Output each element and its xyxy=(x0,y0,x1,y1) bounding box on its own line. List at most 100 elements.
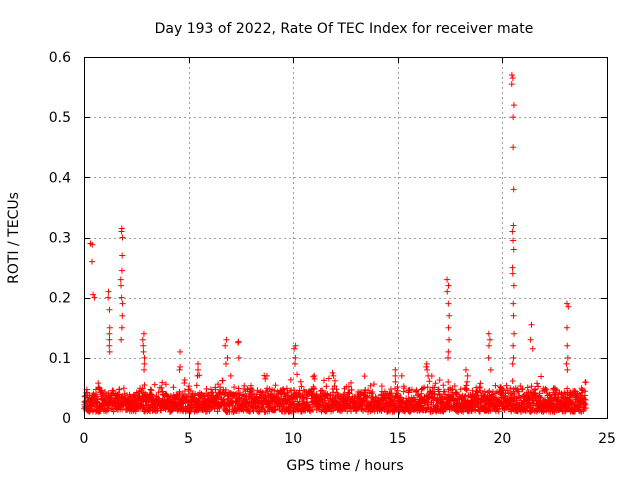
data-point xyxy=(298,383,305,390)
peak-point xyxy=(508,72,515,79)
peak-point xyxy=(91,294,98,301)
peak-point xyxy=(564,354,571,361)
y-axis-label: ROTI / TECUs xyxy=(6,192,22,284)
peak-point xyxy=(485,330,492,337)
data-point xyxy=(495,408,502,415)
peak-point xyxy=(292,354,299,361)
data-point xyxy=(503,382,510,389)
data-point xyxy=(345,394,352,401)
peak-point xyxy=(392,378,399,385)
peak-point xyxy=(510,222,517,229)
peak-point xyxy=(510,237,517,244)
peak-point xyxy=(423,363,430,370)
peak-point xyxy=(222,342,229,349)
data-point xyxy=(413,387,420,394)
data-point xyxy=(476,383,483,390)
peak-point xyxy=(140,330,147,337)
peak-point xyxy=(223,336,230,343)
data-point xyxy=(155,389,162,396)
peak-point xyxy=(141,360,148,367)
peak-point xyxy=(140,342,147,349)
peak-point xyxy=(509,264,516,271)
x-tick-label: 10 xyxy=(284,431,302,447)
data-point xyxy=(297,378,304,385)
x-axis-label: GPS time / hours xyxy=(286,458,403,474)
peak-point xyxy=(330,372,337,379)
peak-point xyxy=(564,342,571,349)
data-point xyxy=(495,396,502,403)
x-tick-label: 25 xyxy=(598,431,616,447)
data-point xyxy=(181,388,188,395)
peak-point xyxy=(446,312,453,319)
peak-point xyxy=(444,276,451,283)
peak-point xyxy=(464,378,471,385)
y-tick-label: 0.5 xyxy=(49,110,71,126)
peak-point xyxy=(118,324,125,331)
y-tick-label: 0.2 xyxy=(49,291,71,307)
peak-point xyxy=(263,372,270,379)
data-point xyxy=(153,408,160,415)
data-point xyxy=(451,383,458,390)
peak-point xyxy=(118,282,125,289)
data-point xyxy=(378,383,385,390)
peak-point xyxy=(445,348,452,355)
data-point xyxy=(332,377,339,384)
peak-point xyxy=(139,336,146,343)
data-point xyxy=(194,408,201,415)
peak-point xyxy=(563,360,570,367)
data-point xyxy=(370,381,377,388)
peak-point xyxy=(464,372,471,379)
data-point xyxy=(281,398,288,405)
peak-point xyxy=(291,360,298,367)
data-point xyxy=(333,386,340,393)
peak-point xyxy=(106,342,113,349)
data-point xyxy=(227,372,234,379)
peak-point xyxy=(424,366,431,373)
data-point xyxy=(346,390,353,397)
data-point xyxy=(436,376,443,383)
data-point xyxy=(254,387,261,394)
data-point xyxy=(98,387,105,394)
data-point xyxy=(535,383,542,390)
data-point xyxy=(431,384,438,391)
data-point xyxy=(141,382,148,389)
peak-point xyxy=(224,354,231,361)
data-point xyxy=(369,389,376,396)
data-point xyxy=(187,387,194,394)
data-point xyxy=(477,408,484,415)
x-tick-label: 15 xyxy=(389,431,407,447)
data-point xyxy=(361,373,368,380)
data-point xyxy=(323,383,330,390)
peak-point xyxy=(141,366,148,373)
peak-point xyxy=(118,336,125,343)
plot-marks xyxy=(81,72,590,415)
data-point xyxy=(348,387,355,394)
peak-point xyxy=(509,228,516,235)
data-point xyxy=(241,382,248,389)
data-point xyxy=(449,386,456,393)
peak-point xyxy=(444,288,451,295)
data-point xyxy=(170,384,177,391)
peak-point xyxy=(117,276,124,283)
peak-point xyxy=(510,354,517,361)
grid-lines xyxy=(84,57,607,418)
data-point xyxy=(481,388,488,395)
peak-point xyxy=(445,282,452,289)
peak-point xyxy=(195,360,202,367)
peak-point xyxy=(527,336,534,343)
data-point xyxy=(283,385,290,392)
peak-point xyxy=(392,366,399,373)
data-point xyxy=(280,404,287,411)
data-point xyxy=(345,383,352,390)
data-point xyxy=(176,390,183,397)
data-point xyxy=(192,390,199,397)
peak-point xyxy=(564,366,571,373)
data-point xyxy=(279,386,286,393)
peak-point xyxy=(510,102,517,109)
peak-point xyxy=(194,372,201,379)
data-point xyxy=(424,384,431,391)
data-point xyxy=(248,385,255,392)
data-point xyxy=(430,395,437,402)
data-point xyxy=(249,387,256,394)
data-point xyxy=(435,386,442,393)
